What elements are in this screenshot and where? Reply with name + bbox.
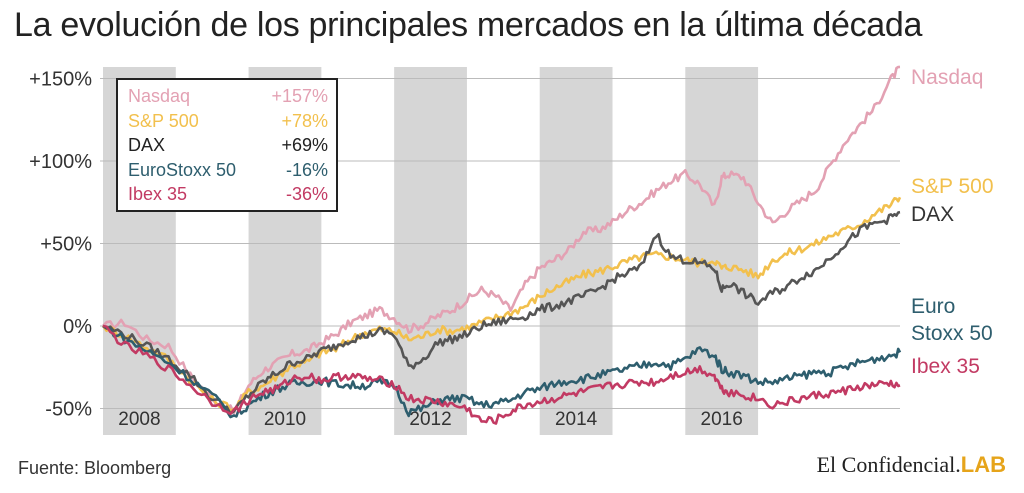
year-band-2012 [394,67,467,435]
x-tick-label: 2010 [264,409,306,430]
end-label: Nasdaq [911,66,983,89]
legend-value: -36% [285,184,328,204]
brand-logo: El Confidencial.LAB [817,452,1006,478]
end-label: Stoxx 50 [911,322,993,345]
series-line-ibex-35 [102,324,901,425]
y-tick-label: -50% [45,399,92,421]
x-tick-label: 2008 [118,409,160,430]
y-tick-label: +50% [40,234,92,256]
legend-name: S&P 500 [128,110,199,131]
legend-row: EuroStoxx 50 -16% [128,160,328,184]
x-tick-label: 2016 [701,409,743,430]
legend-value: +157% [271,86,328,106]
y-tick-label: +150% [29,69,92,91]
legend-name: Nasdaq [128,86,191,106]
legend-row: DAX +69% [128,135,328,159]
end-label: Ibex 35 [911,355,980,378]
x-tick-label: 2012 [409,409,451,430]
legend-name: Ibex 35 [128,184,188,204]
y-tick-label: 0% [63,316,92,338]
end-label: Euro [911,295,955,318]
year-band-2016 [685,67,759,435]
legend-row: Ibex 35 -36% [128,184,328,208]
brand-name: El Confidencial. [816,452,961,477]
series-line-dax [102,210,901,415]
legend-value: -16% [285,159,328,180]
brand-suffix: LAB [960,452,1006,477]
legend-value: +69% [281,135,328,155]
series-line-s-p-500 [101,196,902,413]
legend-row: S&P 500 +78% [128,111,328,135]
legend-row: Nasdaq +157% [128,86,328,110]
legend-name: DAX [128,135,166,155]
source-note: Fuente: Bloomberg [18,458,172,478]
chart-title: La evolución de los principales mercados… [14,6,923,44]
series-line-nasdaq [102,65,901,415]
year-band-2014 [539,67,613,435]
legend-value: +78% [281,110,328,131]
legend-name: EuroStoxx 50 [128,159,237,180]
x-tick-label: 2014 [555,409,598,430]
legend: Nasdaq +157% S&P 500 +78% DAX +69% EuroStoxx 5… [116,78,338,212]
end-label: S&P 500 [911,175,994,198]
series-lines [101,65,902,425]
y-tick-label: +100% [29,151,92,173]
end-labels: Nasdaq S&P 500 DAX Euro Stoxx 50 Ibex 35 [911,66,994,378]
end-label: DAX [911,203,954,226]
